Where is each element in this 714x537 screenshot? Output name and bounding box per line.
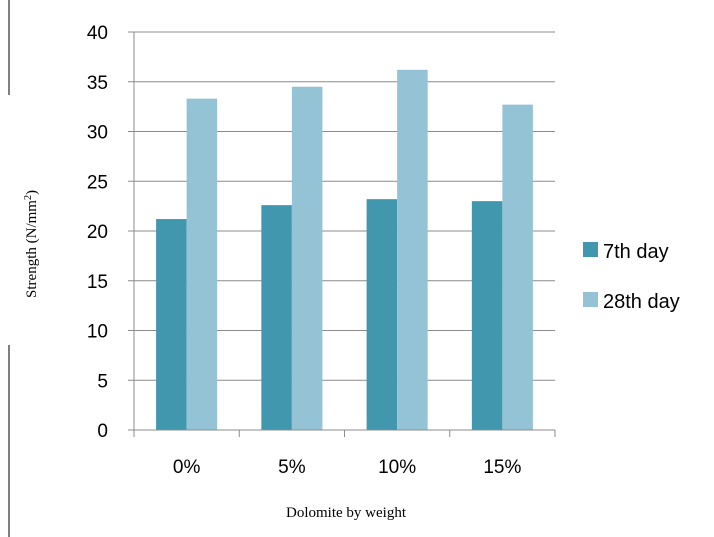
x-tick-labels: 0% 5% 10% 15% <box>173 457 522 478</box>
y-tick-label: 30 <box>87 123 108 144</box>
x-tick-label: 15% <box>483 457 521 478</box>
bars <box>156 69 533 430</box>
y-tick-label: 10 <box>87 322 108 343</box>
y-tick-label: 0 <box>97 421 108 442</box>
y-tick-label: 40 <box>87 23 108 44</box>
bar-7th-day <box>471 201 503 430</box>
x-axis <box>128 429 556 437</box>
bar-7th-day <box>261 205 292 430</box>
x-axis-title: Dolomite by weight <box>286 505 407 521</box>
x-tick-label: 5% <box>278 457 306 478</box>
y-axis-title-superscript: 2 <box>23 195 34 200</box>
legend-label: 28th day <box>603 291 680 313</box>
y-tick-label: 25 <box>87 172 108 193</box>
x-tick-label: 10% <box>378 457 416 478</box>
legend-label: 7th day <box>603 241 669 263</box>
bar-7th-day <box>156 219 187 430</box>
y-tick-label: 35 <box>87 73 108 94</box>
y-axis-title-main: Strength (N/mm <box>24 200 40 298</box>
y-tick-label: 15 <box>87 272 108 293</box>
y-tick-label: 5 <box>97 371 108 392</box>
y-axis-title: Strength (N/mm2) <box>23 190 41 298</box>
bar-28th-day <box>397 69 428 430</box>
legend: 7th day 28th day <box>583 241 680 313</box>
legend-swatch <box>583 292 598 307</box>
legend-swatch <box>583 242 598 257</box>
bar-28th-day <box>502 104 533 430</box>
x-tick-label: 0% <box>173 457 201 478</box>
bar-28th-day <box>186 98 218 430</box>
bar-7th-day <box>366 199 398 430</box>
bar-28th-day <box>291 86 323 430</box>
y-tick-label: 20 <box>87 222 108 243</box>
y-axis-title-suffix: ) <box>24 190 40 195</box>
y-tick-labels: 0 5 10 15 20 25 30 35 40 <box>87 23 108 442</box>
